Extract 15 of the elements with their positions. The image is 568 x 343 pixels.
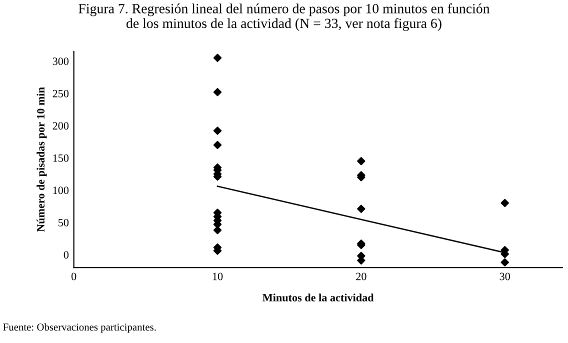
source-note: Fuente: Observaciones participantes. <box>3 323 156 333</box>
x-axis-title: Minutos de la actividad <box>262 294 374 302</box>
y-tick-label: 250 <box>52 90 69 98</box>
chart-title: Figura 7. Regresión lineal del número de pasos por 10 minutos en función de los minutos de la actividad (N = 33, ver nota figura 6) <box>78 3 490 31</box>
y-tick-label: 300 <box>52 58 69 66</box>
x-tick-label: 30 <box>500 272 510 280</box>
y-tick-label: 150 <box>53 154 69 162</box>
x-tick-label: 10 <box>212 272 223 280</box>
y-tick-label: 50 <box>58 218 69 226</box>
y-tick-label: 0 <box>64 251 69 259</box>
y-tick-label: 200 <box>52 122 69 130</box>
y-axis-title: Número de pisadas por 10 min <box>36 87 47 232</box>
x-tick-label: 0 <box>71 272 76 280</box>
y-tick-label: 100 <box>53 186 69 194</box>
x-tick-label: 20 <box>356 272 366 280</box>
